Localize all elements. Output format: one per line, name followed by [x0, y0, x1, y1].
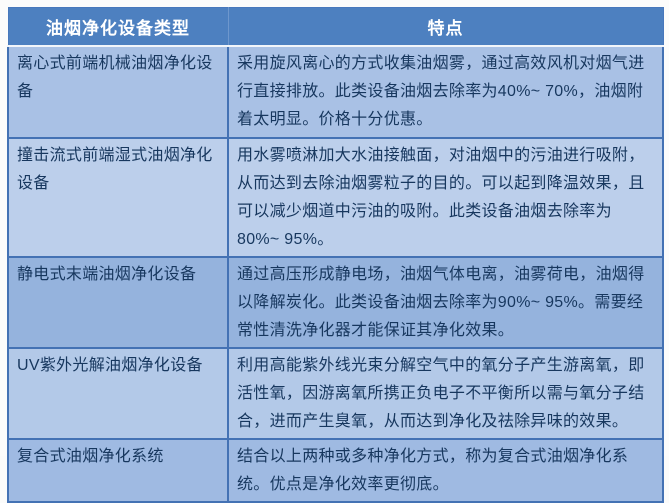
page: 油烟净化设备类型 特点 离心式前端机械油烟净化设备 采用旋风离心的方式收集油烟雾… [7, 7, 664, 503]
column-header-equipment-type: 油烟净化设备类型 [8, 7, 228, 47]
table-row-centrifugal: 离心式前端机械油烟净化设备 采用旋风离心的方式收集油烟雾，通过高效风机对烟气进行… [7, 44, 664, 139]
table-row-impinging-wet: 撞击流式前端湿式油烟净化设备 用水雾喷淋加大水油接触面，对油烟中的污油进行吸附，… [7, 136, 664, 258]
equipment-type-cell: 撞击流式前端湿式油烟净化设备 [7, 136, 229, 258]
table-row-uv-photolysis: UV紫外光解油烟净化设备 利用高能紫外线光束分解空气中的氧分子产生游离氧，即活性… [7, 346, 664, 440]
equipment-type-cell: 复合式油烟净化系统 [7, 437, 229, 503]
equipment-type-cell: 静电式末端油烟净化设备 [7, 255, 229, 349]
header-row: 油烟净化设备类型 特点 [8, 7, 663, 47]
features-cell: 利用高能紫外线光束分解空气中的氧分子产生游离氧，即活性氧，因游离氧所携正负电子不… [227, 346, 664, 440]
table-row-composite: 复合式油烟净化系统 结合以上两种或多种净化方式，称为复合式油烟净化系统。优点是净… [7, 437, 664, 503]
features-cell: 结合以上两种或多种净化方式，称为复合式油烟净化系统。优点是净化效率更彻底。 [227, 437, 664, 503]
equipment-type-cell: 离心式前端机械油烟净化设备 [7, 44, 229, 139]
column-header-features: 特点 [227, 7, 663, 47]
features-cell: 用水雾喷淋加大水油接触面，对油烟中的污油进行吸附，从而达到去除油烟雾粒子的目的。… [227, 136, 664, 258]
fume-equipment-table: 油烟净化设备类型 特点 离心式前端机械油烟净化设备 采用旋风离心的方式收集油烟雾… [7, 7, 664, 503]
equipment-type-cell: UV紫外光解油烟净化设备 [7, 346, 229, 440]
features-cell: 通过高压形成静电场，油烟气体电离，油雾荷电，油烟得以降解炭化。此类设备油烟去除率… [227, 255, 664, 349]
table-row-electrostatic: 静电式末端油烟净化设备 通过高压形成静电场，油烟气体电离，油雾荷电，油烟得以降解… [7, 255, 664, 349]
features-cell: 采用旋风离心的方式收集油烟雾，通过高效风机对烟气进行直接排放。此类设备油烟去除率… [227, 44, 664, 139]
